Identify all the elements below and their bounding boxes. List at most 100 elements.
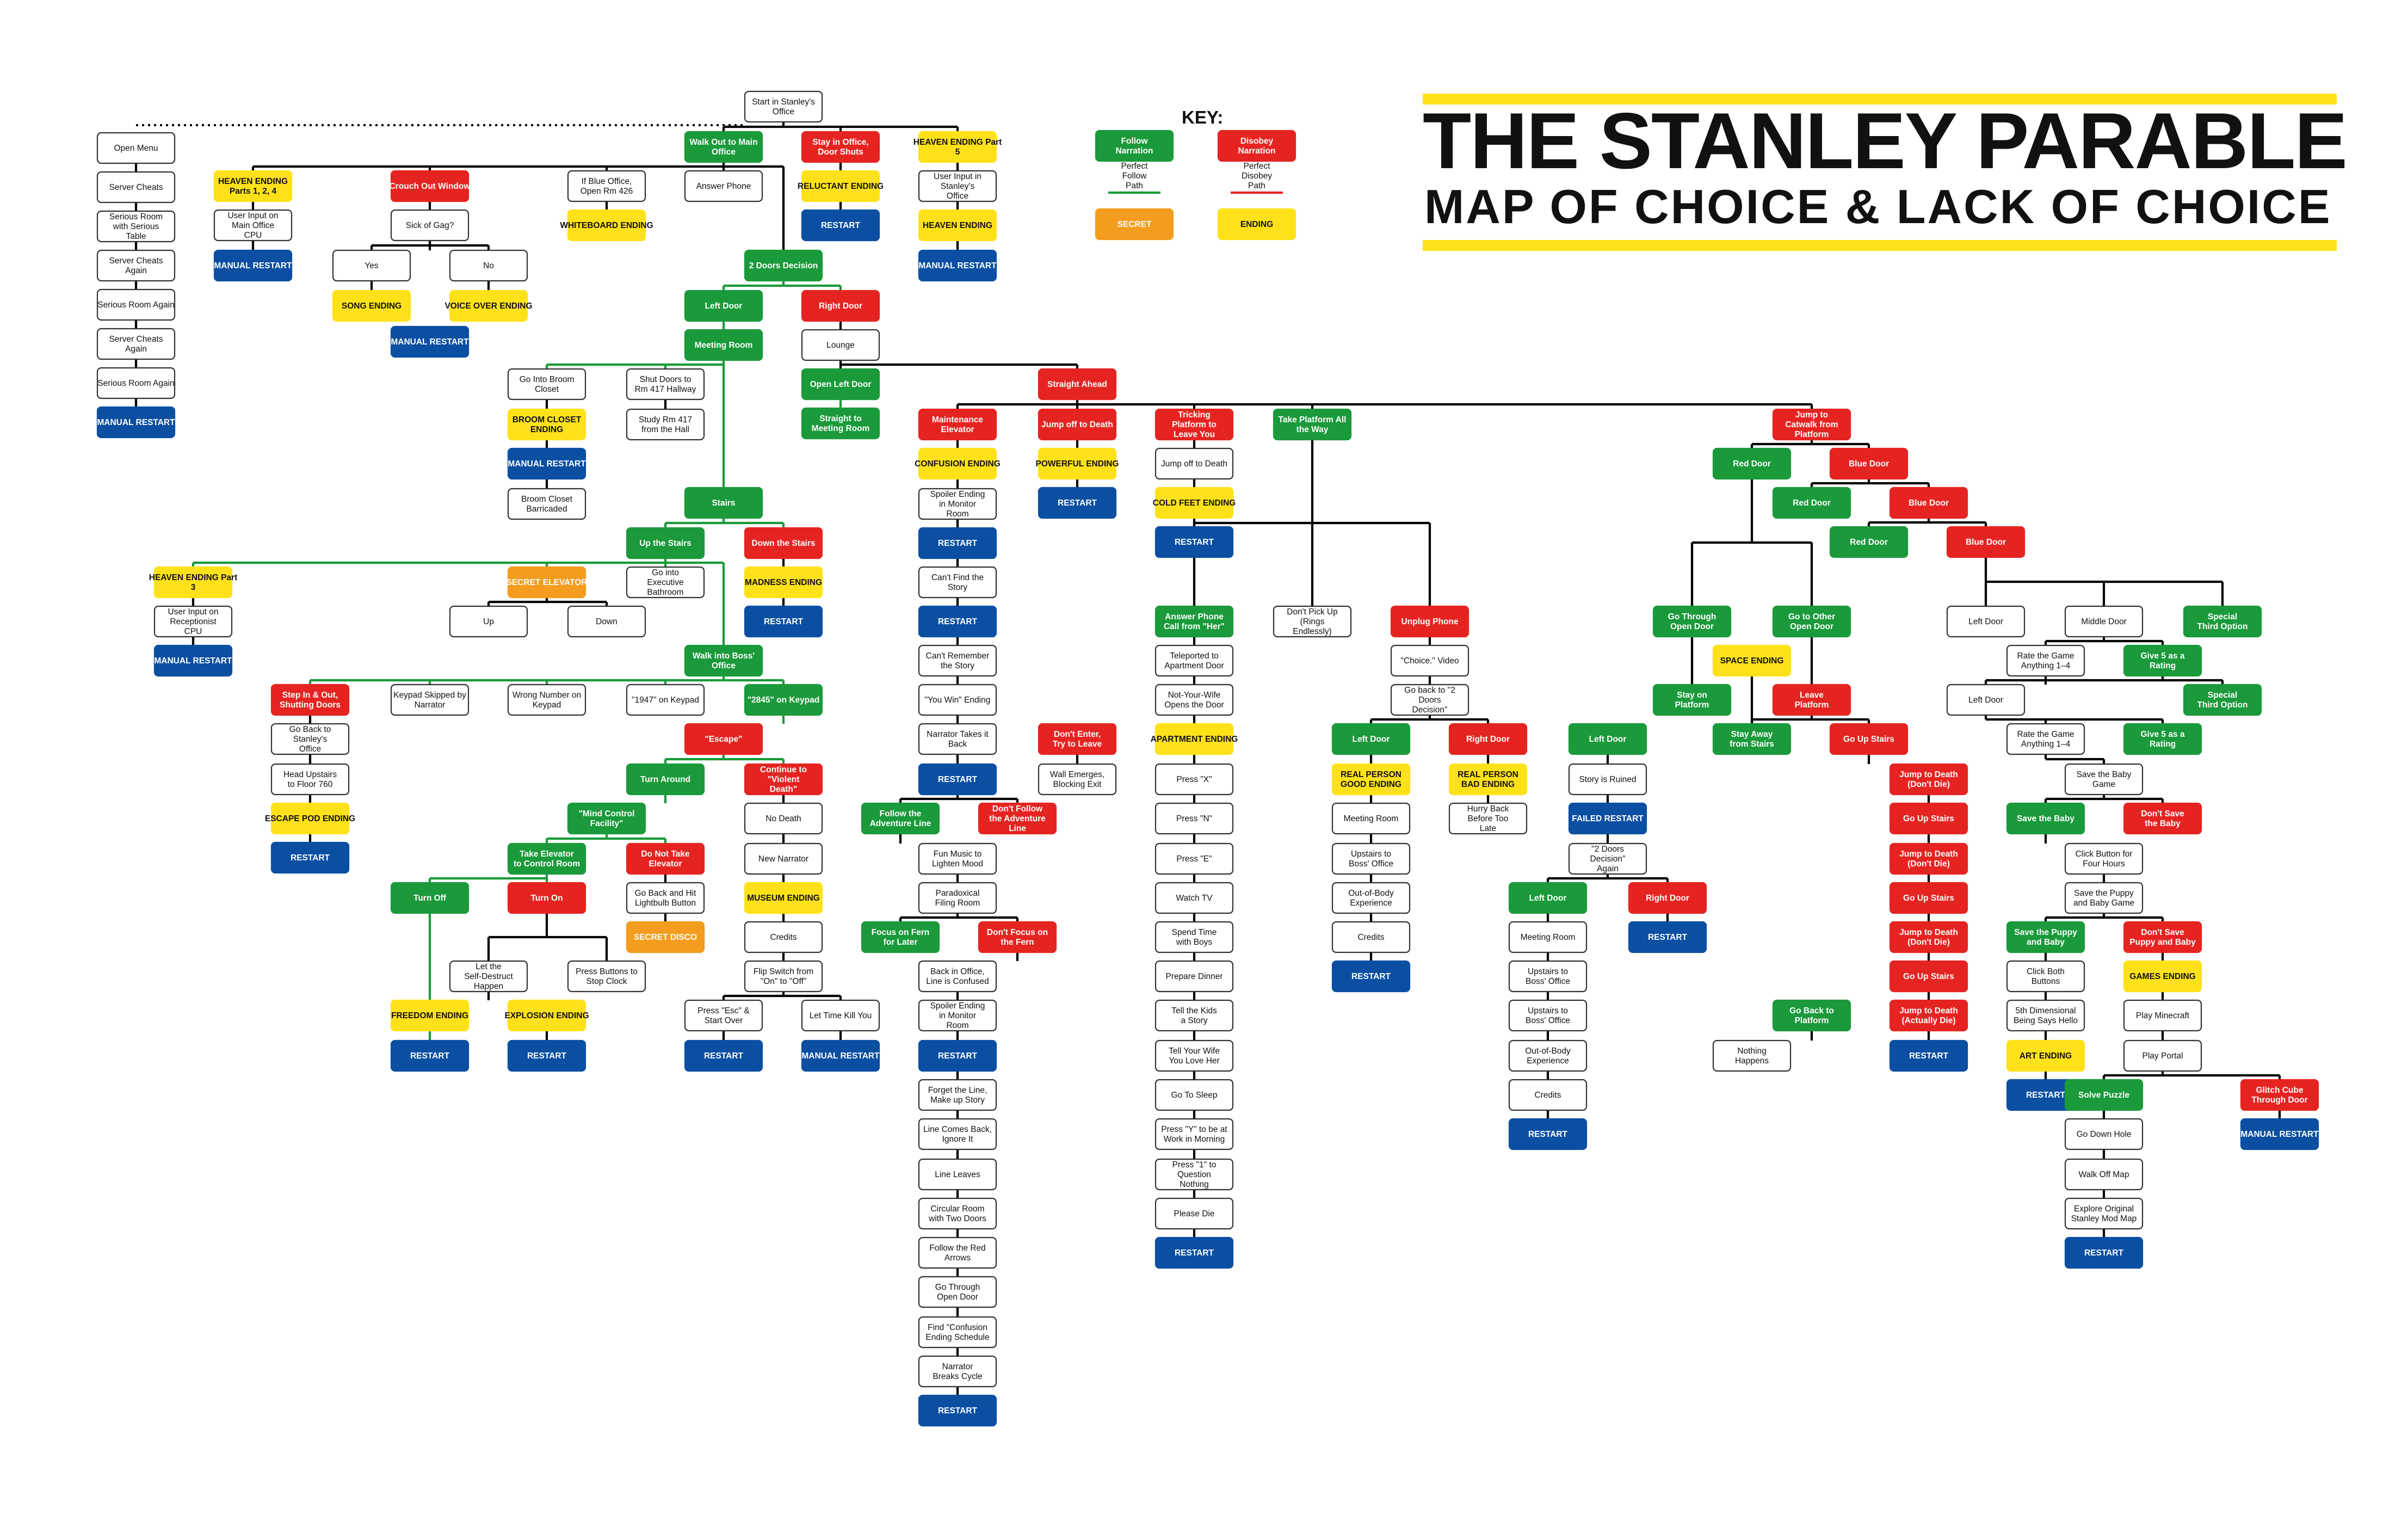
node-box (390, 999, 470, 1032)
node-manual-restart-h3: MANUAL RESTART (153, 644, 233, 677)
node-label: Special Third Option (2197, 691, 2248, 710)
node-middle-door: Middle Door (2064, 605, 2144, 638)
node-label: Tell Your Wife You Love Her (1169, 1047, 1220, 1066)
node-box (213, 209, 293, 242)
node-box (1712, 723, 1792, 755)
node-serious-room-again2: Serious Room Again (96, 367, 176, 399)
node-label: Give 5 as a Rating (2140, 730, 2184, 749)
node-whiteboard: WHITEBOARD ENDING (560, 209, 653, 242)
node-box (96, 171, 176, 204)
node-two-doors-again: "2 Doors Decision" Again (1568, 842, 1647, 875)
node-box (2123, 999, 2202, 1032)
node-box (567, 960, 646, 993)
node-label: REAL PERSON GOOD ENDING (1341, 770, 1401, 789)
node-study-417: Study Rm 417 from the Hall (626, 408, 705, 441)
node-click-button: Click Button for Four Hours (2064, 842, 2144, 875)
node-label: Forget the Line, Make up Story (928, 1086, 987, 1105)
node-box (1154, 684, 1234, 716)
node-label: Focus on Fern for Later (872, 928, 930, 947)
node-story-ruined: Story is Ruined (1568, 763, 1647, 796)
node-box (1568, 802, 1647, 835)
node-go-back-2doors: Go back to "2 Doors Decision" (1390, 684, 1470, 716)
key-ending: ENDING (1217, 208, 1296, 241)
node-turn-off: Turn Off (390, 882, 470, 914)
node-box (918, 605, 997, 638)
node-box (918, 209, 997, 242)
key-swatch (1095, 130, 1174, 162)
node-failed-restart: FAILED RESTART (1568, 802, 1647, 835)
node-teleported: Teleported to Apartment Door (1154, 644, 1234, 677)
node-back-office-confused: Back in Office, Line is Confused (918, 960, 997, 993)
node-label: RESTART (1175, 538, 1214, 547)
node-box (1946, 526, 2026, 558)
node-label: Meeting Room (1344, 814, 1399, 823)
node-box (1390, 684, 1470, 716)
node-label: Stay Away from Stairs (1730, 730, 1774, 749)
node-label: Play Portal (2142, 1051, 2183, 1061)
node-box (1628, 882, 1707, 914)
node-give5-2: Give 5 as a Rating (2123, 723, 2202, 755)
node-maintenance: Maintenance Elevator (918, 408, 997, 441)
node-box (2006, 644, 2085, 677)
node-manual-restart-h: MANUAL RESTART (213, 249, 293, 282)
node-restart-powerful: RESTART (1038, 487, 1117, 519)
node-label: Out-of-Body Experience (1525, 1047, 1571, 1066)
node-label: Credits (1534, 1091, 1561, 1100)
node-box (1154, 1039, 1234, 1072)
node-label: SECRET ELEVATOR (507, 578, 588, 587)
node-box (1508, 1039, 1588, 1072)
node-label: Jump to Catwalk from Platform (1785, 410, 1838, 439)
node-escape-pod: ESCAPE POD ENDING (265, 802, 355, 835)
node-box (567, 802, 646, 835)
node-save-baby: Save the Baby (2006, 802, 2085, 835)
node-restart-apartment: RESTART (1154, 1236, 1234, 1269)
node-box (213, 249, 293, 282)
node-label: Can't Find the Story (931, 573, 984, 592)
node-label: Right Door (1466, 735, 1510, 744)
node-box (153, 605, 233, 638)
node-label: Hurry Back Before Too Late (1467, 804, 1509, 833)
node-box (1712, 644, 1792, 677)
node-label: Upstairs to Boss' Office (1526, 1006, 1570, 1025)
node-box (2123, 960, 2202, 993)
node-circular-room: Circular Room with Two Doors (918, 1197, 997, 1230)
node-games-ending: GAMES ENDING (2123, 960, 2202, 993)
node-space-ending: SPACE ENDING (1712, 644, 1792, 677)
node-serious-room-again: Serious Room Again (96, 288, 176, 321)
node-label: HEAVEN ENDING Parts 1, 2, 4 (218, 177, 288, 196)
node-dont-focus-fern: Don't Focus on the Fern (978, 921, 1057, 953)
node-label: Line Comes Back, Ignore It (923, 1125, 992, 1144)
key-label: Follow Narration (1116, 137, 1153, 156)
node-label: Press "1" to Question Nothing (1172, 1160, 1217, 1189)
node-box (2064, 605, 2144, 638)
node-left-door: Left Door (684, 290, 763, 322)
node-label: MANUAL RESTART (214, 261, 292, 270)
node-special-third2: Special Third Option (2183, 684, 2262, 716)
node-box (744, 605, 823, 638)
node-box (918, 882, 997, 914)
node-label: Meeting Room (1521, 933, 1576, 942)
node-box (744, 882, 823, 914)
node-box (1154, 1236, 1234, 1269)
node-spoiler1: Spoiler Ending in Monitor Room (918, 488, 997, 520)
node-label: Jump off to Death (1161, 459, 1227, 469)
node-box (567, 605, 646, 638)
node-box (918, 960, 997, 993)
node-box (918, 170, 997, 202)
node-label: Click Button for Four Hours (2075, 850, 2132, 869)
node-label: Sick of Gag? (406, 221, 454, 230)
node-save-puppy: Save the Puppy and Baby (2006, 921, 2085, 953)
node-label: RESTART (527, 1051, 567, 1061)
node-press-y: Press "Y" to be at Work in Morning (1154, 1118, 1234, 1150)
node-heaven-ending: HEAVEN ENDING (918, 209, 997, 242)
node-box (918, 1079, 997, 1111)
node-box (861, 802, 940, 835)
node-label: Go Back to Platform (1789, 1006, 1834, 1025)
node-label: APARTMENT ENDING (1151, 735, 1238, 744)
node-box (153, 644, 233, 677)
node-box (801, 1039, 880, 1072)
node-label: Down the Stairs (751, 539, 815, 548)
node-new-narrator: New Narrator (744, 842, 823, 875)
node-box (1448, 763, 1528, 796)
node-label: Server Cheats (109, 183, 163, 192)
